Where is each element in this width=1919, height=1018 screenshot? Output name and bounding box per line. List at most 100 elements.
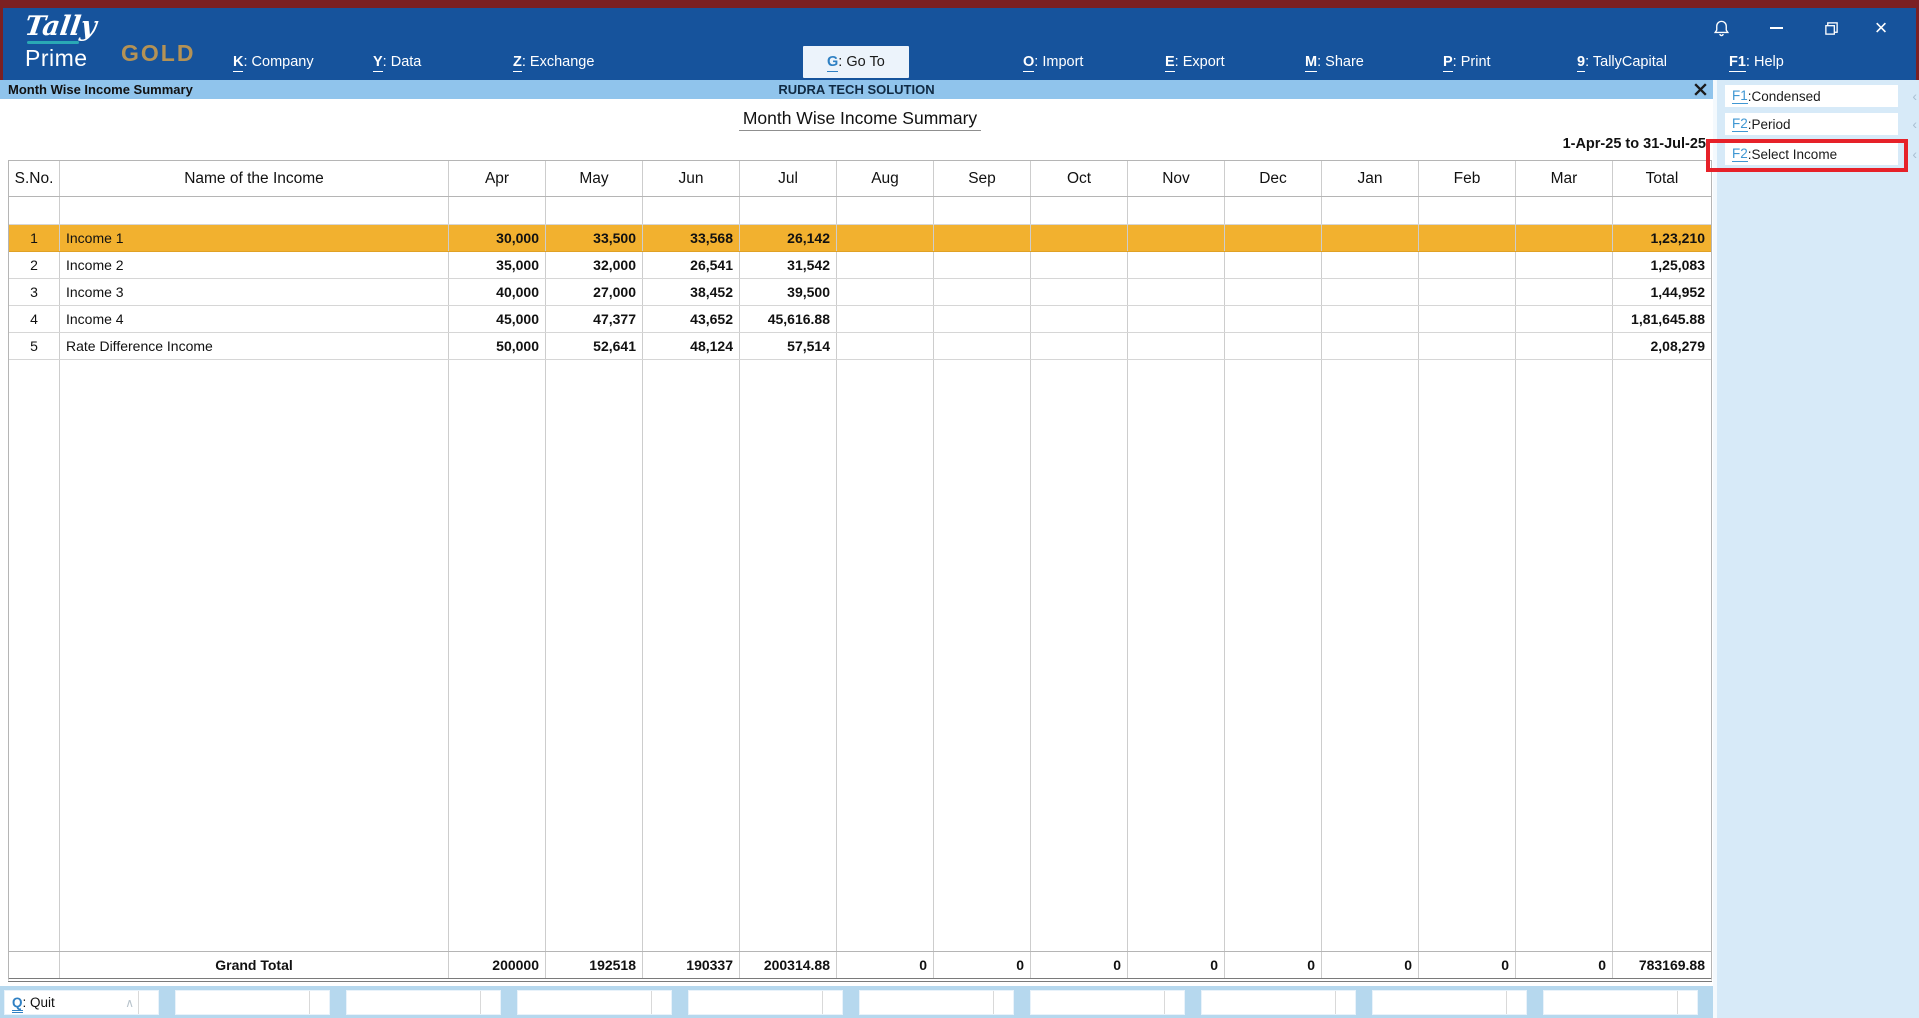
item-label: Export (1182, 54, 1225, 70)
item-label: Condensed (1751, 88, 1821, 104)
close-window-icon[interactable]: × (1874, 15, 1888, 40)
notification-bell-icon[interactable] (1706, 14, 1736, 42)
empty-cell (1225, 360, 1322, 951)
header-sno: S.No. (9, 161, 60, 196)
restore-icon[interactable] (1816, 14, 1846, 42)
cell-sno: 2 (9, 252, 60, 278)
cell-nov (1128, 279, 1225, 305)
header-month-jun: Jun (643, 161, 740, 196)
cell-jul: 57,514 (740, 333, 837, 359)
cell-feb (1419, 225, 1516, 251)
cell-may: 52,641 (546, 333, 643, 359)
menu-item-help[interactable]: F1: Help (1729, 54, 1784, 72)
cell-mar (1516, 252, 1613, 278)
shortcut-key: E (1165, 54, 1175, 72)
close-view-icon[interactable] (1692, 81, 1709, 98)
cell-aug (837, 225, 934, 251)
shortcut-key: Y (373, 54, 383, 72)
cell-jun: 38,452 (643, 279, 740, 305)
empty-cell (1128, 360, 1225, 951)
item-label: Print (1460, 54, 1491, 70)
menu-item-share[interactable]: M: Share (1305, 54, 1364, 72)
header-month-oct: Oct (1031, 161, 1128, 196)
empty-cell (449, 360, 546, 951)
item-label: Company (251, 54, 314, 70)
gt-may: 192518 (546, 952, 643, 978)
empty-button-slot (517, 990, 672, 1015)
cell-jan (1322, 225, 1419, 251)
chevron-left-icon[interactable]: ‹ (1912, 88, 1917, 104)
shortcut-key: F1 (1729, 54, 1746, 72)
cell-dec (1225, 333, 1322, 359)
header-month-apr: Apr (449, 161, 546, 196)
spacer-cell (60, 197, 449, 224)
gt-apr: 200000 (449, 952, 546, 978)
quit-button[interactable]: Q: Quit ∧ (4, 990, 159, 1015)
chevron-left-icon[interactable]: ‹ (1912, 146, 1917, 162)
empty-cell (9, 360, 60, 951)
shortcut-key: P (1443, 54, 1453, 72)
cell-total: 2,08,279 (1650, 338, 1706, 354)
slot-divider (138, 991, 139, 1014)
slot-divider (651, 991, 652, 1014)
spacer-cell (934, 197, 1031, 224)
table-row-income-4[interactable]: 4 Income 4 45,000 47,377 43,652 45,616.88 1,81… (9, 306, 1711, 333)
table-row-income-3[interactable]: 3 Income 3 40,000 27,000 38,452 39,500 1,44,95… (9, 279, 1711, 306)
cell-oct (1031, 333, 1128, 359)
panel-button-period[interactable]: F2: Period (1725, 113, 1898, 135)
gt-mar: 0 (1516, 952, 1613, 978)
menu-item-print[interactable]: P: Print (1443, 54, 1491, 72)
table-row-income-1[interactable]: 1 Income 1 30,000 33,500 33,568 26,142 1,23,21… (9, 225, 1711, 252)
table-row-rate-difference-income[interactable]: 5 Rate Difference Income 50,000 52,641 48,12… (9, 333, 1711, 360)
panel-button-condensed[interactable]: F1: Condensed (1725, 85, 1898, 107)
empty-cell (546, 360, 643, 951)
cell-aug (837, 252, 934, 278)
cell-aug (837, 306, 934, 332)
empty-button-slot (1201, 990, 1356, 1015)
panel-row-period: F2: Period ‹ (1717, 113, 1919, 135)
cell-jun: 26,541 (643, 252, 740, 278)
empty-button-slot (859, 990, 1014, 1015)
header-month-nov: Nov (1128, 161, 1225, 196)
cell-sno: 3 (9, 279, 60, 305)
spacer-cell (9, 197, 60, 224)
slot-divider (1164, 991, 1165, 1014)
item-label: Exchange (529, 54, 595, 70)
spacer-cell (837, 197, 934, 224)
panel-button-select-income[interactable]: F2: Select Income (1725, 143, 1898, 165)
cell-income-name: Income 4 (60, 306, 449, 332)
spacer-cell (449, 197, 546, 224)
cell-oct (1031, 225, 1128, 251)
gt-aug: 0 (837, 952, 934, 978)
cell-jun: 33,568 (643, 225, 740, 251)
minimize-icon[interactable] (1761, 14, 1791, 42)
cell-oct (1031, 306, 1128, 332)
cell-may: 27,000 (546, 279, 643, 305)
empty-cell (837, 360, 934, 951)
bottom-button-bar: Q: Quit ∧ (0, 986, 1717, 1018)
menu-item-data[interactable]: Y: Data (373, 54, 422, 72)
cell-sno: 4 (9, 306, 60, 332)
cell-apr: 30,000 (449, 225, 546, 251)
report-period: 1-Apr-25 to 31-Jul-25 (1562, 136, 1706, 152)
menu-item-company[interactable]: K: Company (233, 54, 314, 72)
gt-jan: 0 (1322, 952, 1419, 978)
menu-item-exchange[interactable]: Z: Exchange (513, 54, 595, 72)
item-label: Quit (30, 995, 55, 1010)
chevron-left-icon[interactable]: ‹ (1912, 116, 1917, 132)
menu-item-import[interactable]: O: Import (1023, 54, 1084, 72)
table-row-income-2[interactable]: 2 Income 2 35,000 32,000 26,541 31,542 1,25,08… (9, 252, 1711, 279)
empty-cell (60, 360, 449, 951)
menu-item-tallycapital[interactable]: 9: TallyCapital (1577, 54, 1668, 72)
cell-may: 33,500 (546, 225, 643, 251)
menu-item-go-to[interactable]: G: Go To (803, 46, 909, 78)
grand-total-row: Grand Total 200000 192518 190337 200314.88 0 0… (9, 951, 1711, 978)
menu-item-export[interactable]: E: Export (1165, 54, 1225, 72)
cell-sep (934, 252, 1031, 278)
shortcut-key: G (827, 54, 839, 72)
cell-apr: 35,000 (449, 252, 546, 278)
logo-swoosh (27, 41, 79, 44)
logo-tally-text: Tally (22, 11, 99, 42)
cell-income-name: Income 3 (60, 279, 449, 305)
table-spacer-row (9, 197, 1711, 225)
